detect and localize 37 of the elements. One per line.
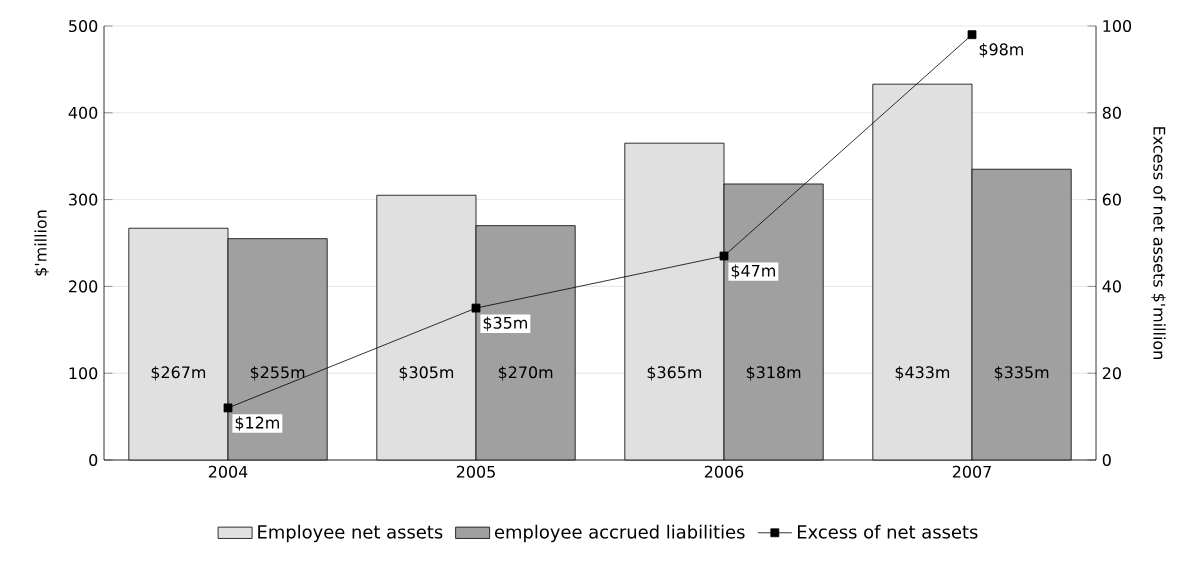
- x-tick-label: 2005: [456, 465, 495, 478]
- y-tick-label: 100: [69, 367, 98, 380]
- y2-tick-label: 0: [1102, 453, 1111, 467]
- data-label: $318m: [746, 365, 801, 381]
- y2-tick-label: 60: [1102, 193, 1121, 206]
- y-tick-label: 300: [69, 193, 98, 206]
- point: [967, 30, 977, 40]
- legend-label: Excess of net assets: [797, 524, 978, 539]
- y-tick-label: 0: [89, 453, 98, 467]
- point: [471, 303, 481, 313]
- data-label: $35m: [483, 316, 527, 331]
- data-label: $12m: [235, 416, 279, 431]
- legend-label: employee accrued liabilities: [494, 524, 745, 543]
- y2-tick-label: 20: [1102, 367, 1121, 380]
- data-label: $267m: [151, 365, 206, 381]
- y-tick-label: 200: [69, 280, 98, 293]
- data-label: $47m: [731, 264, 775, 279]
- data-label: $305m: [399, 365, 454, 381]
- data-label: $365m: [647, 365, 702, 381]
- y2-axis-title: Excess of net assets $'million: [1151, 127, 1166, 359]
- y2-tick-label: 40: [1102, 280, 1121, 293]
- y-axis-title: $'million: [34, 210, 49, 276]
- y2-tick-label: 100: [1103, 19, 1132, 33]
- x-tick-label: 2006: [704, 465, 744, 478]
- point: [719, 251, 729, 261]
- data-label: $270m: [498, 365, 553, 381]
- legend-label: Employee net assets: [258, 524, 443, 543]
- y2-tick-label: 80: [1102, 106, 1121, 119]
- point: [223, 403, 233, 413]
- y-tick-label: 400: [68, 106, 98, 119]
- y-tick-label: 500: [69, 19, 98, 33]
- x-tick-label: 2004: [208, 465, 248, 478]
- data-label: $433m: [895, 365, 950, 381]
- data-label: $255m: [250, 365, 305, 381]
- data-label: $98m: [979, 43, 1023, 58]
- x-tick-label: 2007: [952, 465, 991, 478]
- data-label: $335m: [994, 365, 1049, 381]
